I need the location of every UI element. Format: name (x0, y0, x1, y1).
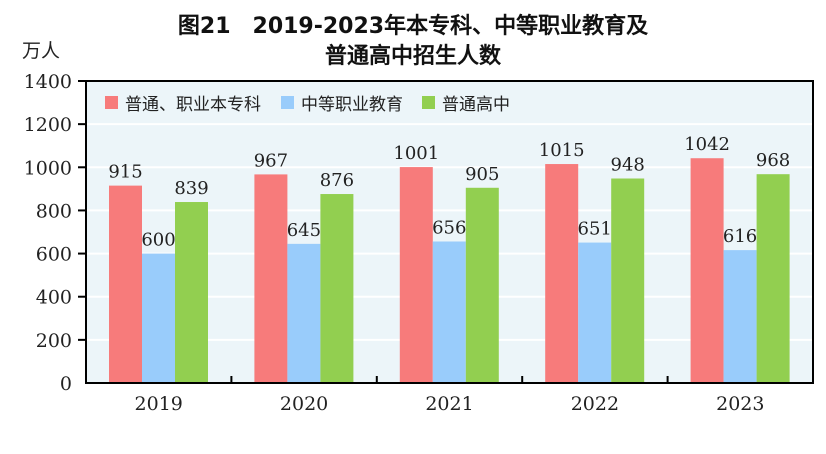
y-tick-label: 400 (36, 287, 72, 309)
bar-2020-2 (287, 243, 321, 383)
y-tick-label: 800 (36, 200, 72, 222)
bar-2023-2 (723, 250, 757, 383)
bar-2020-3 (320, 194, 354, 383)
bar-2020-1 (254, 174, 288, 383)
x-tick-label: 2020 (280, 393, 328, 415)
bar-2021-2 (432, 241, 466, 383)
plot-border (85, 80, 814, 384)
bar-2022-3 (611, 178, 645, 383)
y-tick-label: 1200 (24, 114, 72, 136)
x-tick-label: 2022 (571, 393, 619, 415)
y-tick-label: 1000 (24, 157, 72, 179)
bar-2023-1 (690, 158, 724, 383)
data-label: 876 (320, 170, 354, 191)
data-label: 948 (611, 155, 645, 176)
data-label: 651 (578, 219, 612, 240)
y-axis-unit: 万人 (22, 40, 61, 62)
legend-swatch (105, 96, 118, 109)
bar-2019-2 (142, 253, 175, 383)
data-label: 1001 (393, 143, 439, 164)
data-label: 656 (432, 217, 466, 238)
bar-2022-1 (545, 164, 579, 383)
y-tick-label: 600 (36, 244, 72, 266)
y-tick-label: 1400 (24, 71, 72, 93)
bar-2021-1 (399, 167, 433, 383)
x-tick-label: 2019 (135, 393, 183, 415)
legend-label: 普通高中 (442, 95, 510, 115)
data-label: 600 (141, 230, 175, 251)
bar-2021-3 (465, 187, 499, 383)
legend-label: 普通、职业本专科 (125, 95, 261, 115)
bar-2022-2 (578, 242, 612, 383)
data-label: 905 (465, 164, 499, 185)
bar-2023-3 (756, 174, 790, 383)
data-label: 967 (254, 150, 288, 171)
data-label: 1042 (684, 134, 730, 155)
data-label: 1015 (539, 140, 585, 161)
bar-2019-1 (109, 185, 142, 383)
y-tick-label: 0 (60, 373, 72, 395)
legend-swatch (422, 96, 435, 109)
x-tick-label: 2021 (425, 393, 473, 415)
y-tick-label: 200 (36, 330, 72, 352)
data-label: 839 (174, 178, 208, 199)
chart-title-line2: 普通高中招生人数 (324, 44, 501, 69)
data-label: 616 (723, 226, 757, 247)
data-label: 915 (108, 162, 142, 183)
data-label: 968 (756, 150, 790, 171)
bar-2019-3 (175, 202, 208, 383)
data-label: 645 (287, 220, 321, 241)
legend-label: 中等职业教育 (301, 95, 403, 115)
legend-swatch (281, 96, 294, 109)
chart-title-line1: 图21 2019-2023年本专科、中等职业教育及 (177, 14, 649, 39)
x-tick-label: 2023 (716, 393, 764, 415)
